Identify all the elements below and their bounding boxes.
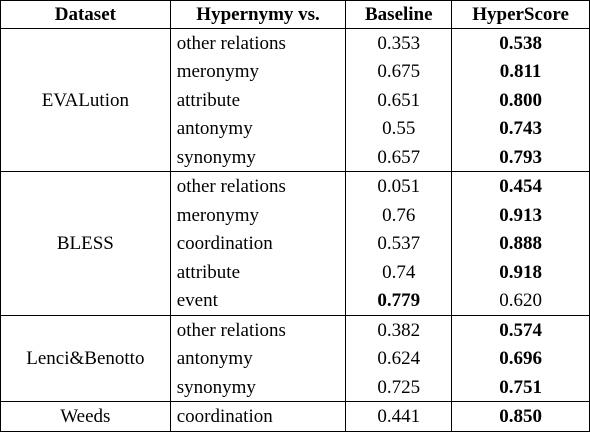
hyperscore-cell: 0.574 bbox=[451, 314, 590, 345]
hyperscore-cell: 0.913 bbox=[451, 200, 590, 230]
table-row: EVALution other relations 0.353 0.538 bbox=[0, 27, 590, 173]
baseline-cell: 0.353 bbox=[345, 28, 453, 58]
table-row: antonymy 0.624 0.696 bbox=[1, 344, 590, 373]
baseline-cell: 0.651 bbox=[345, 85, 453, 115]
hyperscore-cell: 0.811 bbox=[451, 57, 590, 86]
relation-cell: other relations bbox=[169, 28, 347, 58]
relation-cell: other relations bbox=[169, 314, 347, 345]
dataset-cell: Weeds bbox=[0, 401, 171, 432]
relation-cell: coordination bbox=[169, 401, 347, 432]
hyperscore-cell: 0.620 bbox=[451, 286, 590, 316]
hyperscore-cell: 0.850 bbox=[451, 401, 590, 432]
relation-cell: attribute bbox=[169, 257, 347, 287]
dataset-cell: BLESS bbox=[0, 171, 171, 316]
baseline-cell: 0.657 bbox=[345, 142, 453, 173]
table-header: Dataset Hypernymy vs. Baseline HyperScor… bbox=[0, 0, 590, 29]
relation-cell: other relations bbox=[169, 171, 347, 201]
relation-cell: event bbox=[169, 286, 347, 316]
relation-cell: attribute bbox=[169, 85, 347, 115]
dataset-cell: EVALution bbox=[0, 27, 171, 173]
hyperscore-cell: 0.918 bbox=[451, 257, 590, 287]
table-row: synonymy 0.657 0.793 bbox=[1, 142, 590, 173]
baseline-cell: 0.779 bbox=[345, 286, 453, 316]
relation-cell: antonymy bbox=[169, 344, 347, 373]
baseline-cell: 0.537 bbox=[345, 229, 453, 258]
header-hyperscore: HyperScore bbox=[451, 0, 590, 29]
hyperscore-cell: 0.751 bbox=[451, 372, 590, 403]
dataset-cell: Lenci&Benotto bbox=[0, 314, 171, 403]
baseline-cell: 0.74 bbox=[345, 257, 453, 287]
baseline-cell: 0.76 bbox=[345, 200, 453, 230]
table-row: antonymy 0.55 0.743 bbox=[1, 114, 590, 143]
relation-cell: synonymy bbox=[169, 142, 347, 173]
baseline-cell: 0.725 bbox=[345, 372, 453, 403]
table-row: coordination 0.537 0.888 bbox=[1, 229, 590, 258]
hyperscore-cell: 0.793 bbox=[451, 142, 590, 173]
table-row: meronymy 0.675 0.811 bbox=[1, 57, 590, 86]
hyperscore-cell: 0.888 bbox=[451, 229, 590, 258]
relation-cell: meronymy bbox=[169, 200, 347, 230]
table-row: meronymy 0.76 0.913 bbox=[1, 200, 590, 230]
header-hypernymy-vs: Hypernymy vs. bbox=[169, 0, 347, 29]
baseline-cell: 0.624 bbox=[345, 344, 453, 373]
baseline-cell: 0.441 bbox=[345, 401, 453, 432]
table-row: BLESS other relations 0.051 0.454 bbox=[0, 171, 590, 316]
table-row: synonymy 0.725 0.751 bbox=[1, 372, 590, 403]
relation-cell: synonymy bbox=[169, 372, 347, 403]
baseline-cell: 0.382 bbox=[345, 314, 453, 345]
baseline-cell: 0.675 bbox=[345, 57, 453, 86]
hyperscore-cell: 0.800 bbox=[451, 85, 590, 115]
baseline-cell: 0.051 bbox=[345, 171, 453, 201]
table-body: EVALution other relations 0.353 0.538 merony… bbox=[0, 27, 590, 432]
header-baseline: Baseline bbox=[345, 0, 453, 29]
table-row: Weeds coordination 0.441 0.850 bbox=[0, 401, 590, 432]
hyperscore-cell: 0.696 bbox=[451, 344, 590, 373]
header-dataset: Dataset bbox=[0, 0, 171, 29]
hyperscore-cell: 0.538 bbox=[451, 28, 590, 58]
table-row: attribute 0.651 0.800 bbox=[1, 85, 590, 115]
hyperscore-cell: 0.743 bbox=[451, 114, 590, 143]
table-row: Lenci&Benotto other relations 0.382 0.574 bbox=[0, 314, 590, 403]
relation-cell: coordination bbox=[169, 229, 347, 258]
baseline-cell: 0.55 bbox=[345, 114, 453, 143]
relation-cell: antonymy bbox=[169, 114, 347, 143]
table-row: attribute 0.74 0.918 bbox=[1, 257, 590, 287]
hyperscore-cell: 0.454 bbox=[451, 171, 590, 201]
relation-cell: meronymy bbox=[169, 57, 347, 86]
header-row: Dataset Hypernymy vs. Baseline HyperScor… bbox=[0, 0, 590, 29]
